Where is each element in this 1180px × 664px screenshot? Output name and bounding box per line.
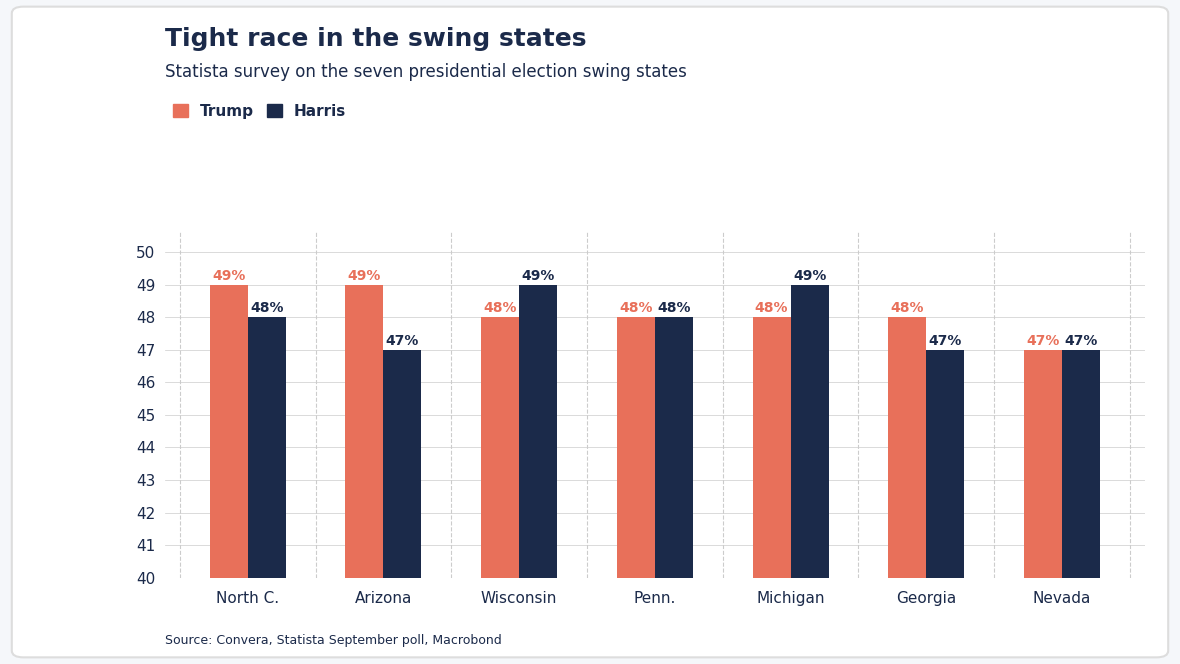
Text: 47%: 47% [929,334,962,348]
Text: 48%: 48% [484,301,517,315]
Text: 49%: 49% [793,268,826,283]
Text: 48%: 48% [620,301,653,315]
Bar [384,350,421,664]
Text: 49%: 49% [522,268,555,283]
Text: 49%: 49% [348,268,381,283]
Bar [248,317,286,664]
Bar [655,317,693,664]
Text: 49%: 49% [212,268,245,283]
Bar [481,317,519,664]
Bar [1024,350,1062,664]
Bar [1062,350,1100,664]
Text: 48%: 48% [891,301,924,315]
Bar [519,284,557,664]
Text: Source: Convera, Statista September poll, Macrobond: Source: Convera, Statista September poll… [165,634,502,647]
Text: 47%: 47% [386,334,419,348]
Text: 47%: 47% [1064,334,1097,348]
Text: 48%: 48% [657,301,690,315]
Text: 48%: 48% [250,301,283,315]
Bar [791,284,828,664]
Legend: Trump, Harris: Trump, Harris [172,104,346,119]
Bar [617,317,655,664]
Text: Statista survey on the seven presidential election swing states: Statista survey on the seven presidentia… [165,63,687,81]
Bar [926,350,964,664]
Text: 47%: 47% [1027,334,1060,348]
Bar [346,284,384,664]
Bar [889,317,926,664]
Bar [210,284,248,664]
Text: Tight race in the swing states: Tight race in the swing states [165,27,586,50]
Text: 48%: 48% [755,301,788,315]
Bar [753,317,791,664]
